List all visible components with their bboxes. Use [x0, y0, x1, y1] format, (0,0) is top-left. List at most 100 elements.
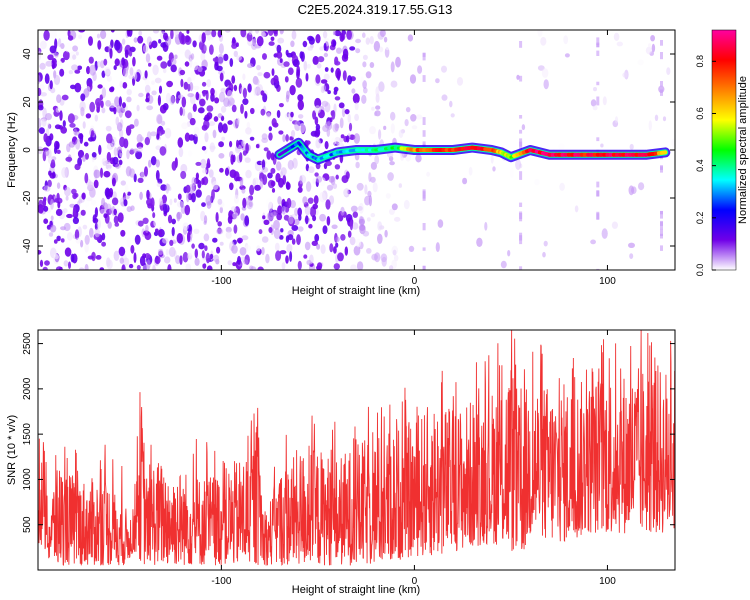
spectrogram-cell: [112, 191, 117, 200]
spectrogram-cell: [305, 181, 312, 192]
spectrogram-cell: [138, 92, 144, 98]
spectrogram-cell: [45, 60, 53, 67]
spectrogram-cell: [332, 40, 336, 47]
spectrogram-cell: [170, 30, 174, 40]
spectrogram-cell: [666, 67, 671, 75]
spectrogram-cell: [69, 123, 76, 128]
spectrogram-cell: [170, 64, 177, 73]
x-tick-label: 0: [412, 276, 418, 287]
spectrogram-cell: [183, 81, 189, 90]
spectrogram-cell: [100, 208, 107, 215]
spectrogram-cell: [128, 263, 134, 269]
spectrogram-cell: [256, 36, 264, 47]
spectrogram-cell: [394, 216, 401, 222]
spectrogram-cell: [596, 268, 600, 270]
spectrogram-cell: [113, 65, 117, 71]
spectrogram-cell: [312, 110, 317, 120]
spectrogram-panel: -100 0 100 -40 -20 0 20 40 Height of straight …: [6, 29, 676, 297]
spectrogram-cell: [186, 192, 190, 203]
spectrogram-cell: [602, 96, 607, 106]
spectrogram-cell: [314, 233, 320, 242]
spectrogram-cell: [242, 87, 247, 99]
spectrogram-cell: [206, 105, 214, 112]
spectrogram-cell: [171, 226, 175, 237]
spectrogram-cell: [154, 256, 161, 265]
spectrogram-cell: [83, 141, 89, 147]
spectrogram-cell: [91, 152, 97, 158]
spectrogram-cell: [271, 68, 275, 76]
spectrogram-cell: [64, 247, 72, 257]
spectrogram-cell: [68, 141, 76, 148]
spectrogram-cell: [210, 87, 215, 96]
spectrogram-cell: [126, 149, 130, 160]
spectrogram-cell: [123, 199, 128, 207]
spectrogram-cell: [63, 222, 71, 232]
spectrogram-cell: [232, 154, 236, 163]
spectrogram-cell: [297, 186, 303, 193]
spectrogram-cell: [358, 218, 365, 225]
spectrogram-cell: [369, 62, 375, 68]
spectrogram-cell: [155, 228, 159, 233]
spectrogram-cell: [153, 231, 159, 237]
signal-track: [274, 137, 671, 165]
spectrogram-cell: [68, 70, 74, 75]
spectrogram-cell: [374, 252, 381, 263]
spectrogram-cell: [201, 32, 206, 44]
spectrogram-cell: [337, 252, 344, 262]
spectrogram-cell: [74, 82, 82, 93]
y-tick-label: -20: [22, 190, 33, 205]
spectrogram-cell: [101, 158, 107, 166]
spectrogram-cell: [122, 257, 130, 266]
spectrogram-cell: [105, 100, 111, 107]
spectrogram-cell: [192, 40, 197, 48]
spectrogram-cell: [201, 250, 205, 259]
spectrogram-cell: [331, 110, 336, 120]
colorbar-tick-label: 0.0: [695, 264, 705, 277]
spectrogram-cell: [339, 32, 345, 42]
spectrogram-cell: [415, 114, 423, 120]
spectrogram-cell: [217, 221, 222, 227]
spectrogram-cell: [335, 174, 339, 180]
spectrogram-cell: [151, 263, 156, 270]
snr-series: [38, 330, 675, 566]
spectrogram-cell: [175, 97, 180, 104]
spectrogram-cell: [120, 229, 126, 237]
spectrogram-cell: [355, 48, 361, 54]
spectrogram-cell: [280, 167, 287, 176]
spectrogram-cell: [390, 61, 395, 73]
spectrogram-cell: [65, 156, 73, 162]
spectrogram-cell: [284, 76, 289, 83]
spectrogram-cell: [600, 143, 604, 148]
spectrogram-cell: [121, 57, 125, 66]
spectrogram-cell: [118, 166, 122, 175]
spectrogram-cell: [267, 30, 274, 36]
spectrogram-cell: [304, 241, 311, 251]
spectrogram-cell: [312, 178, 316, 184]
spectrogram-cell: [128, 74, 135, 80]
spectrogram-cell: [415, 154, 422, 163]
spectrogram-cell: [179, 255, 183, 265]
spectrogram-cell: [122, 102, 126, 109]
spectrogram-cell: [281, 205, 287, 215]
spectrogram-cell: [121, 38, 126, 45]
spectrogram-cell: [262, 215, 266, 220]
spectrogram-cell: [273, 228, 281, 240]
spectrogram-cell: [74, 69, 81, 74]
spectrogram-cell: [312, 55, 319, 65]
spectrogram-cell: [356, 261, 364, 270]
spectrogram-cell: [44, 73, 50, 84]
spectrogram-cell: [389, 265, 394, 270]
spectrogram-cell: [326, 216, 331, 226]
spectrogram-cell: [119, 136, 126, 148]
spectrogram-cell: [362, 80, 367, 89]
spectrogram-cell: [645, 46, 653, 55]
spectrogram-cell: [185, 263, 192, 270]
spectrogram-cell: [164, 256, 171, 264]
spectrogram-cell: [47, 179, 52, 188]
spectrogram-cell: [89, 101, 96, 113]
spectrogram-cell: [169, 198, 173, 206]
spectrogram-cell: [176, 233, 183, 244]
spectrogram-cell: [290, 130, 296, 138]
spectrogram-cell: [75, 51, 79, 56]
spectrogram-cell: [146, 189, 150, 200]
